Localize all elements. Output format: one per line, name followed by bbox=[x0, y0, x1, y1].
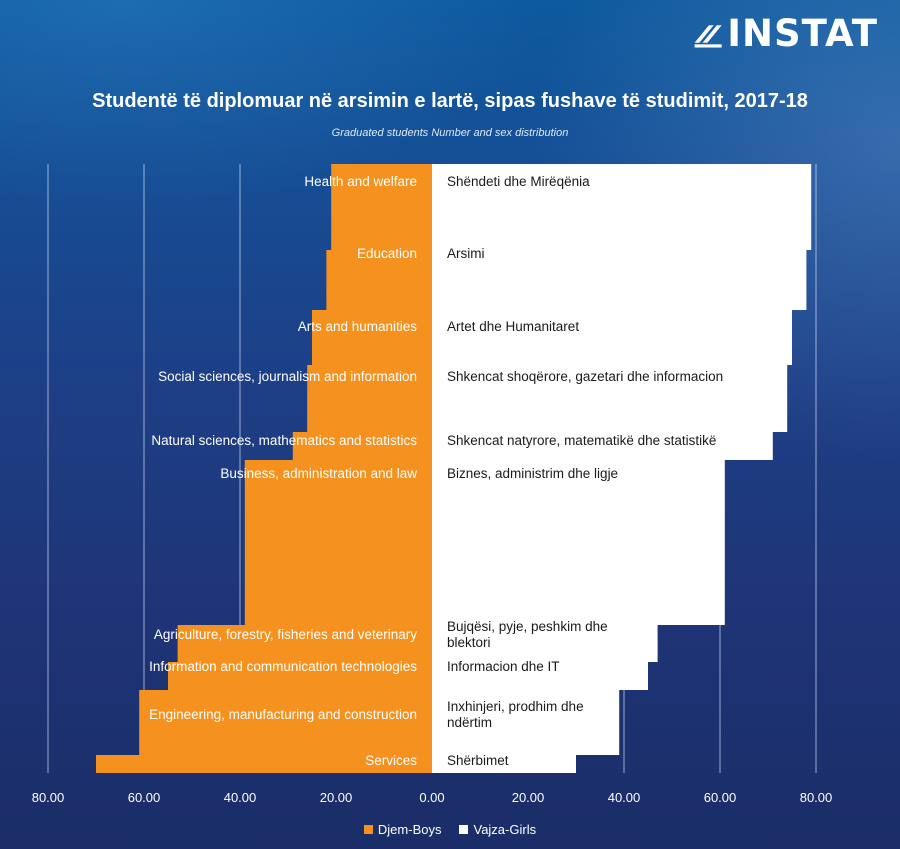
bar-girls bbox=[432, 250, 807, 310]
bar-girls bbox=[432, 460, 725, 625]
category-label-en: Natural sciences, mathematics and statis… bbox=[151, 433, 417, 448]
legend-item-boys: Djem-Boys bbox=[363, 822, 442, 837]
category-label-en: Information and communication technologi… bbox=[149, 659, 417, 674]
bar-boys bbox=[326, 250, 432, 310]
bar-boys bbox=[168, 662, 432, 690]
bar-boys bbox=[307, 365, 432, 432]
bar-boys bbox=[244, 460, 432, 625]
x-tick-label: 40.00 bbox=[224, 790, 257, 805]
category-label-en: Education bbox=[357, 246, 417, 261]
bar-girls bbox=[432, 625, 658, 662]
bar-boys bbox=[139, 690, 432, 755]
x-tick-label: 40.00 bbox=[608, 790, 641, 805]
x-tick-label: 20.00 bbox=[512, 790, 545, 805]
category-label-en: Business, administration and law bbox=[220, 466, 417, 481]
x-tick-label: 20.00 bbox=[320, 790, 353, 805]
bar-boys bbox=[292, 432, 432, 460]
bar-girls bbox=[432, 310, 792, 365]
category-label-en: Arts and humanities bbox=[298, 319, 418, 334]
bar-girls bbox=[432, 662, 648, 690]
bar-girls bbox=[432, 432, 773, 460]
category-label-sq: Biznes, administrim dhe ligje bbox=[447, 466, 618, 481]
bar-boys bbox=[96, 755, 432, 773]
legend-label-girls: Vajza-Girls bbox=[473, 822, 537, 837]
category-label-en: Health and welfare bbox=[304, 174, 417, 189]
category-label-sq: Arsimi bbox=[447, 246, 485, 261]
x-tick-label: 80.00 bbox=[32, 790, 65, 805]
bar-boys bbox=[177, 625, 432, 662]
bar-girls bbox=[432, 690, 620, 755]
chart-title: Studentë të diplomuar në arsimin e lartë… bbox=[92, 90, 808, 112]
x-tick-label: 60.00 bbox=[704, 790, 737, 805]
category-label-en: Services bbox=[365, 753, 417, 768]
category-label-sq: Bujqësi, pyje, peshkim dhe blektori bbox=[447, 619, 608, 650]
category-label-sq: Artet dhe Humanitaret bbox=[447, 319, 579, 334]
bar-boys bbox=[331, 164, 432, 250]
legend-label-boys: Djem-Boys bbox=[377, 822, 442, 837]
category-label-sq: Shëndeti dhe Mirëqënia bbox=[447, 174, 590, 189]
x-tick-label: 0.00 bbox=[419, 790, 444, 805]
category-label-en: Social sciences, journalism and informat… bbox=[158, 369, 417, 384]
category-label-sq: Shërbimet bbox=[447, 753, 509, 768]
bar-girls bbox=[432, 164, 812, 250]
chart-subtitle: Graduated students Number and sex distri… bbox=[331, 127, 569, 139]
category-label-sq: Informacion dhe IT bbox=[447, 659, 560, 674]
instat-logo: INSTAT bbox=[693, 10, 878, 58]
category-label-sq: Shkencat natyrore, matematikë dhe statis… bbox=[447, 433, 716, 448]
bar-girls bbox=[432, 755, 576, 773]
legend-swatch-boys bbox=[363, 825, 373, 834]
category-label-en: Agriculture, forestry, fisheries and vet… bbox=[154, 627, 417, 642]
chart-legend: Djem-Boys Vajza-Girls bbox=[0, 822, 900, 837]
bar-boys bbox=[312, 310, 432, 365]
legend-item-girls: Vajza-Girls bbox=[459, 822, 536, 837]
bar-girls bbox=[432, 365, 788, 432]
instat-logo-icon bbox=[694, 25, 722, 48]
legend-swatch-girls bbox=[459, 825, 469, 834]
instat-logo-text: INSTAT bbox=[727, 12, 878, 55]
category-label-sq: Shkencat shoqërore, gazetari dhe informa… bbox=[447, 369, 723, 384]
x-tick-label: 80.00 bbox=[800, 790, 833, 805]
category-label-sq: Inxhinjeri, prodhim dhe ndërtim bbox=[447, 699, 584, 730]
category-label-en: Engineering, manufacturing and construct… bbox=[149, 707, 417, 722]
x-tick-label: 60.00 bbox=[128, 790, 161, 805]
